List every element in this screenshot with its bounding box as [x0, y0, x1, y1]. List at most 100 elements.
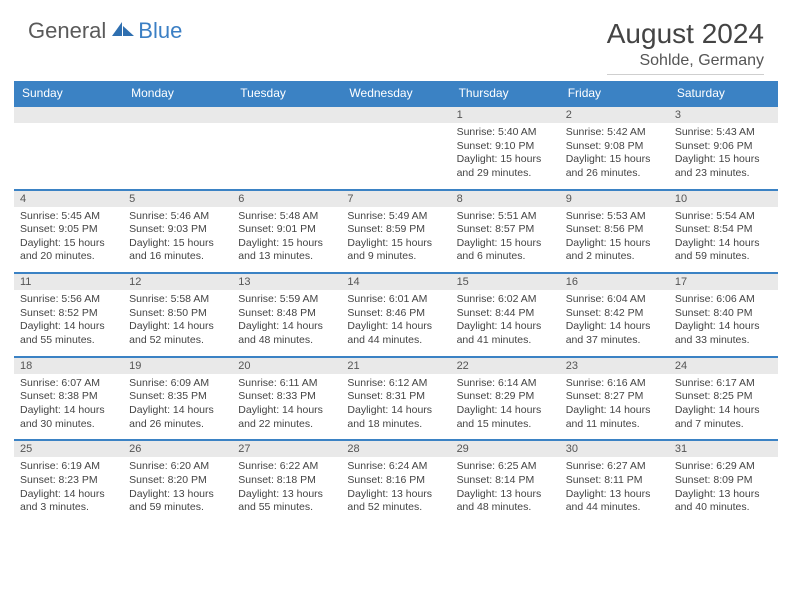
- sunset-line: Sunset: 8:18 PM: [238, 474, 335, 488]
- weekday-header: Tuesday: [232, 81, 341, 105]
- day-number: 29: [451, 439, 560, 457]
- day-body: Sunrise: 5:53 AMSunset: 8:56 PMDaylight:…: [560, 207, 669, 273]
- day-number: 9: [560, 189, 669, 207]
- daylight-line-2: and 44 minutes.: [347, 334, 444, 348]
- day-cell: [14, 105, 123, 189]
- day-cell: [232, 105, 341, 189]
- day-cell: 25Sunrise: 6:19 AMSunset: 8:23 PMDayligh…: [14, 439, 123, 523]
- day-body: Sunrise: 5:59 AMSunset: 8:48 PMDaylight:…: [232, 290, 341, 356]
- day-body: Sunrise: 6:24 AMSunset: 8:16 PMDaylight:…: [341, 457, 450, 523]
- day-number: 8: [451, 189, 560, 207]
- day-body: Sunrise: 6:20 AMSunset: 8:20 PMDaylight:…: [123, 457, 232, 523]
- daylight-line-2: and 40 minutes.: [675, 501, 772, 515]
- sunrise-line: Sunrise: 5:49 AM: [347, 210, 444, 224]
- title-block: August 2024 Sohlde, Germany: [607, 18, 764, 75]
- day-number: 19: [123, 356, 232, 374]
- sunset-line: Sunset: 8:27 PM: [566, 390, 663, 404]
- sunset-line: Sunset: 8:52 PM: [20, 307, 117, 321]
- day-body: Sunrise: 5:42 AMSunset: 9:08 PMDaylight:…: [560, 123, 669, 189]
- day-body: Sunrise: 6:25 AMSunset: 8:14 PMDaylight:…: [451, 457, 560, 523]
- day-number: 5: [123, 189, 232, 207]
- day-body: Sunrise: 6:22 AMSunset: 8:18 PMDaylight:…: [232, 457, 341, 523]
- day-cell: 15Sunrise: 6:02 AMSunset: 8:44 PMDayligh…: [451, 272, 560, 356]
- daylight-line-1: Daylight: 14 hours: [20, 404, 117, 418]
- day-body: Sunrise: 6:11 AMSunset: 8:33 PMDaylight:…: [232, 374, 341, 440]
- day-number: 7: [341, 189, 450, 207]
- daylight-line-2: and 37 minutes.: [566, 334, 663, 348]
- day-number: 4: [14, 189, 123, 207]
- sunset-line: Sunset: 9:08 PM: [566, 140, 663, 154]
- day-cell: 11Sunrise: 5:56 AMSunset: 8:52 PMDayligh…: [14, 272, 123, 356]
- daylight-line-2: and 26 minutes.: [129, 418, 226, 432]
- day-body: Sunrise: 5:43 AMSunset: 9:06 PMDaylight:…: [669, 123, 778, 189]
- daylight-line-1: Daylight: 14 hours: [238, 404, 335, 418]
- sunset-line: Sunset: 8:14 PM: [457, 474, 554, 488]
- sunrise-line: Sunrise: 6:20 AM: [129, 460, 226, 474]
- sunset-line: Sunset: 8:35 PM: [129, 390, 226, 404]
- day-number: 21: [341, 356, 450, 374]
- sunrise-line: Sunrise: 5:54 AM: [675, 210, 772, 224]
- day-body: Sunrise: 5:46 AMSunset: 9:03 PMDaylight:…: [123, 207, 232, 273]
- daylight-line-1: Daylight: 15 hours: [566, 237, 663, 251]
- sunrise-line: Sunrise: 6:06 AM: [675, 293, 772, 307]
- day-body: Sunrise: 5:58 AMSunset: 8:50 PMDaylight:…: [123, 290, 232, 356]
- daylight-line-2: and 22 minutes.: [238, 418, 335, 432]
- weekday-header: Wednesday: [341, 81, 450, 105]
- day-number: [232, 105, 341, 123]
- daylight-line-1: Daylight: 14 hours: [129, 320, 226, 334]
- sunset-line: Sunset: 8:29 PM: [457, 390, 554, 404]
- day-cell: 1Sunrise: 5:40 AMSunset: 9:10 PMDaylight…: [451, 105, 560, 189]
- sunrise-line: Sunrise: 6:29 AM: [675, 460, 772, 474]
- day-body: Sunrise: 6:07 AMSunset: 8:38 PMDaylight:…: [14, 374, 123, 440]
- sunset-line: Sunset: 8:33 PM: [238, 390, 335, 404]
- sunset-line: Sunset: 9:05 PM: [20, 223, 117, 237]
- day-number: 1: [451, 105, 560, 123]
- day-body: Sunrise: 6:14 AMSunset: 8:29 PMDaylight:…: [451, 374, 560, 440]
- sunset-line: Sunset: 8:31 PM: [347, 390, 444, 404]
- daylight-line-1: Daylight: 14 hours: [238, 320, 335, 334]
- day-cell: 27Sunrise: 6:22 AMSunset: 8:18 PMDayligh…: [232, 439, 341, 523]
- weekday-header: Friday: [560, 81, 669, 105]
- location-label: Sohlde, Germany: [607, 52, 764, 75]
- daylight-line-2: and 48 minutes.: [238, 334, 335, 348]
- daylight-line-2: and 9 minutes.: [347, 250, 444, 264]
- week-row: 11Sunrise: 5:56 AMSunset: 8:52 PMDayligh…: [14, 272, 778, 356]
- day-number: 12: [123, 272, 232, 290]
- daylight-line-2: and 16 minutes.: [129, 250, 226, 264]
- sunrise-line: Sunrise: 6:16 AM: [566, 377, 663, 391]
- weekday-header: Thursday: [451, 81, 560, 105]
- sunrise-line: Sunrise: 5:53 AM: [566, 210, 663, 224]
- logo-sail-icon: [108, 20, 136, 43]
- day-cell: 9Sunrise: 5:53 AMSunset: 8:56 PMDaylight…: [560, 189, 669, 273]
- sunrise-line: Sunrise: 5:40 AM: [457, 126, 554, 140]
- day-cell: 30Sunrise: 6:27 AMSunset: 8:11 PMDayligh…: [560, 439, 669, 523]
- day-number: 31: [669, 439, 778, 457]
- day-cell: 5Sunrise: 5:46 AMSunset: 9:03 PMDaylight…: [123, 189, 232, 273]
- sunrise-line: Sunrise: 5:43 AM: [675, 126, 772, 140]
- day-cell: 21Sunrise: 6:12 AMSunset: 8:31 PMDayligh…: [341, 356, 450, 440]
- sunset-line: Sunset: 8:16 PM: [347, 474, 444, 488]
- daylight-line-1: Daylight: 15 hours: [457, 237, 554, 251]
- day-cell: 23Sunrise: 6:16 AMSunset: 8:27 PMDayligh…: [560, 356, 669, 440]
- sunset-line: Sunset: 8:54 PM: [675, 223, 772, 237]
- daylight-line-1: Daylight: 15 hours: [566, 153, 663, 167]
- daylight-line-1: Daylight: 14 hours: [347, 404, 444, 418]
- sunrise-line: Sunrise: 6:14 AM: [457, 377, 554, 391]
- day-number: [341, 105, 450, 123]
- daylight-line-2: and 6 minutes.: [457, 250, 554, 264]
- day-number: 20: [232, 356, 341, 374]
- day-body: Sunrise: 6:04 AMSunset: 8:42 PMDaylight:…: [560, 290, 669, 356]
- day-cell: 14Sunrise: 6:01 AMSunset: 8:46 PMDayligh…: [341, 272, 450, 356]
- logo-text-blue: Blue: [138, 18, 182, 44]
- weeks-container: 1Sunrise: 5:40 AMSunset: 9:10 PMDaylight…: [14, 105, 778, 523]
- day-body: Sunrise: 5:40 AMSunset: 9:10 PMDaylight:…: [451, 123, 560, 189]
- day-number: [14, 105, 123, 123]
- day-cell: 3Sunrise: 5:43 AMSunset: 9:06 PMDaylight…: [669, 105, 778, 189]
- day-cell: 4Sunrise: 5:45 AMSunset: 9:05 PMDaylight…: [14, 189, 123, 273]
- sunset-line: Sunset: 8:42 PM: [566, 307, 663, 321]
- daylight-line-1: Daylight: 14 hours: [566, 320, 663, 334]
- daylight-line-2: and 52 minutes.: [129, 334, 226, 348]
- daylight-line-1: Daylight: 15 hours: [20, 237, 117, 251]
- sunset-line: Sunset: 8:46 PM: [347, 307, 444, 321]
- day-body: [14, 123, 123, 185]
